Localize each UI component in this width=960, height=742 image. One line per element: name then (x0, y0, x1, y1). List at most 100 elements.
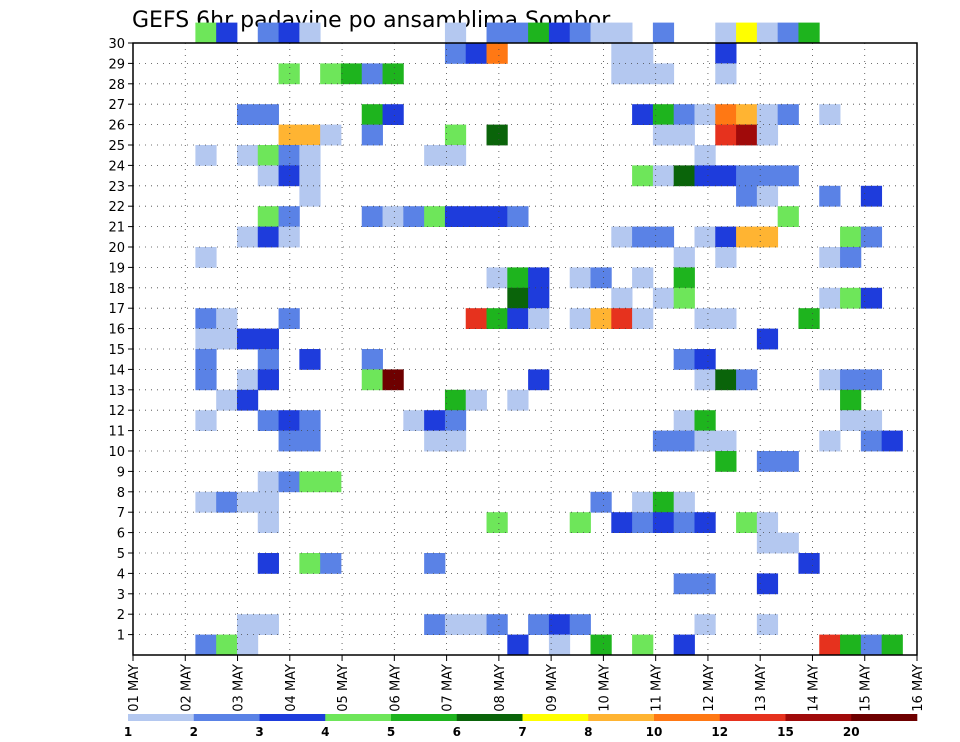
precip-cell (486, 124, 508, 146)
precip-cell (299, 430, 321, 452)
precip-cell (694, 369, 716, 391)
y-tick-label: 7 (117, 506, 125, 521)
precip-cell (611, 22, 633, 44)
colorbar-label: 6 (453, 725, 461, 739)
precip-cell (278, 226, 300, 248)
precip-cell (715, 308, 737, 329)
x-tick-label: 02 MAY (179, 664, 194, 712)
precip-cell (694, 512, 716, 533)
precip-cell (528, 287, 550, 309)
colorbar-segment (128, 714, 195, 721)
precip-cell (444, 145, 467, 166)
precip-cell (756, 328, 779, 350)
precip-cell (632, 634, 654, 656)
y-tick-label: 20 (108, 241, 125, 256)
y-tick-label: 30 (108, 37, 125, 52)
y-tick-label: 3 (117, 588, 125, 603)
precip-cell (569, 308, 591, 329)
precip-cell (756, 532, 779, 554)
x-tick-label: 07 MAY (441, 664, 456, 712)
precip-cell (507, 634, 529, 656)
precip-cell (736, 512, 758, 533)
precip-cell (195, 328, 217, 350)
precip-cell (590, 634, 612, 656)
precip-cell (195, 308, 217, 329)
precip-cell (257, 471, 279, 493)
precip-cell (236, 491, 259, 513)
precip-cell (756, 22, 779, 44)
y-tick-label: 8 (117, 486, 125, 501)
precip-cell (673, 512, 695, 533)
x-tick-label: 10 MAY (597, 664, 612, 712)
x-tick-label: 12 MAY (702, 664, 717, 712)
precip-cell (507, 267, 529, 289)
precip-cell (236, 369, 259, 391)
precip-cell (278, 430, 300, 452)
x-tick-label: 05 MAY (336, 664, 351, 712)
precip-cell (424, 145, 446, 166)
precip-cell (673, 430, 695, 452)
precip-cell (819, 369, 841, 391)
precip-cell (216, 389, 238, 411)
precip-cell (777, 451, 799, 472)
precip-cell (673, 410, 695, 431)
precip-cell (278, 22, 300, 44)
precip-cell (507, 206, 529, 227)
precip-cell (652, 430, 675, 452)
precip-cell (216, 328, 238, 350)
precip-cell (548, 634, 571, 656)
colorbar-segment (719, 714, 786, 721)
colorbar-segment (456, 714, 523, 721)
precip-cell (257, 206, 279, 227)
precip-cell (715, 226, 737, 248)
y-tick-label: 28 (108, 78, 125, 93)
y-tick-label: 5 (117, 547, 125, 562)
x-tick-label: 15 MAY (859, 664, 874, 712)
precip-cell (694, 165, 716, 187)
x-tick-label: 06 MAY (388, 664, 403, 712)
precip-cell (486, 22, 508, 44)
precip-cell (756, 104, 779, 125)
precip-cell (382, 104, 404, 125)
precip-cell (777, 165, 799, 187)
precip-cell (528, 614, 550, 635)
precip-cell (528, 369, 550, 391)
precip-cell (652, 491, 675, 513)
precip-cell (632, 226, 654, 248)
precip-cell (860, 410, 883, 431)
precip-cell (632, 308, 654, 329)
precip-cell (486, 614, 508, 635)
colorbar-label: 2 (190, 725, 198, 739)
precip-cell (361, 206, 383, 227)
x-axis: 01 MAY 02 MAY 03 MAY 04 MAY 05 MAY 06 MAY 07 M… (127, 655, 926, 712)
precip-cell (611, 43, 633, 64)
precip-cell (257, 328, 279, 350)
precip-cell (632, 491, 654, 513)
precip-cell (257, 104, 279, 125)
precip-cell (507, 287, 529, 309)
precip-cell (819, 287, 841, 309)
precip-cell (590, 491, 612, 513)
precip-cell (257, 145, 279, 166)
precip-cell (444, 43, 467, 64)
precip-cell (465, 206, 487, 227)
colorbar-segment (851, 714, 918, 721)
precip-cell (382, 206, 404, 227)
precip-cell (528, 22, 550, 44)
precip-cell (860, 185, 883, 207)
precip-cell (694, 349, 716, 370)
precip-cell (860, 430, 883, 452)
precip-cell (736, 185, 758, 207)
precip-cell (465, 308, 487, 329)
precip-cell (403, 410, 425, 431)
y-tick-label: 16 (108, 323, 125, 338)
precip-cell (756, 614, 779, 635)
precip-cell (424, 614, 446, 635)
precip-cell (299, 553, 321, 574)
x-tick-label: 09 MAY (545, 664, 560, 712)
precip-cell (860, 287, 883, 309)
precip-cell (652, 22, 675, 44)
precip-cell (195, 247, 217, 268)
precip-cell (257, 491, 279, 513)
x-tick-label: 01 MAY (127, 664, 142, 712)
